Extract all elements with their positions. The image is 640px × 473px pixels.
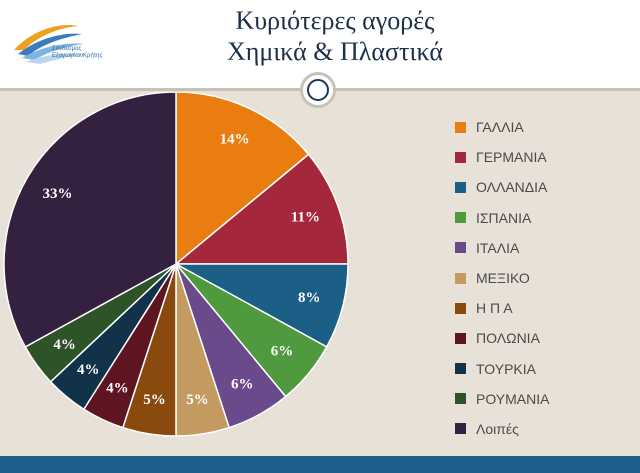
legend-swatch-3 [455,212,466,224]
legend-swatch-8 [455,363,466,375]
footer-bar [0,456,640,473]
pie-chart: 14%11%8%6%6%5%5%4%4%4%33% [3,92,349,437]
legend-label-4: ΙΤΑΛΙΑ [476,239,520,256]
legend-swatch-6 [455,302,466,314]
legend-item-0: ΓΑΛΛΙΑ [455,112,549,142]
pie-value-label-6: 5% [143,392,166,408]
pie-value-label-5: 5% [186,392,209,408]
legend-item-4: ΙΤΑΛΙΑ [455,233,549,263]
legend-swatch-7 [455,332,466,344]
legend-item-3: ΙΣΠΑΝΙΑ [455,203,549,233]
legend-label-3: ΙΣΠΑΝΙΑ [476,209,532,226]
pie-value-labels: 14%11%8%6%6%5%5%4%4%4%33% [43,132,321,408]
logo-icon [14,25,86,64]
legend-swatch-0 [455,121,466,133]
legend-swatch-4 [455,242,466,254]
header-circle-badge [300,72,336,108]
legend-label-1: ΓΕΡΜΑΝΙΑ [476,149,547,166]
legend-swatch-10 [455,423,466,435]
legend-label-9: ΡΟΥΜΑΝΙΑ [476,390,550,407]
legend-item-6: Η Π Α [455,293,549,323]
pie-value-label-9: 4% [53,337,76,353]
legend-item-9: ΡΟΥΜΑΝΙΑ [455,384,549,414]
legend-item-1: ΓΕΡΜΑΝΙΑ [455,142,549,172]
logo-text-line1: Σύνδεσμος [52,46,82,52]
legend-swatch-9 [455,393,466,405]
pie-value-label-10: 33% [43,186,73,202]
pie-value-label-0: 14% [220,132,250,148]
legend-item-10: Λοιπές [455,414,549,444]
chart-legend: ΓΑΛΛΙΑ ΓΕΡΜΑΝΙΑ ΟΛΛΑΝΔΙΑ ΙΣΠΑΝΙΑ ΙΤΑΛΙΑ ΜΕΞΙΚ… [455,112,549,444]
pie-slices [3,92,349,437]
pie-value-label-2: 8% [298,290,321,306]
pie-value-label-4: 6% [231,377,254,393]
pie-slice-1 [173,153,349,265]
legend-item-5: ΜΕΞΙΚΟ [455,263,549,293]
legend-label-7: ΠΟΛΩΝΙΑ [476,330,540,347]
pie-value-label-3: 6% [271,344,294,360]
legend-item-8: ΤΟΥΡΚΙΑ [455,354,549,384]
legend-label-0: ΓΑΛΛΙΑ [476,119,524,136]
legend-swatch-5 [455,272,466,284]
legend-swatch-2 [455,181,466,193]
legend-item-2: ΟΛΛΑΝΔΙΑ [455,172,549,202]
legend-label-10: Λοιπές [476,420,519,437]
pie-value-label-1: 11% [291,209,320,225]
pie-slice-10 [3,92,177,348]
legend-label-8: ΤΟΥΡΚΙΑ [476,360,536,377]
legend-label-2: ΟΛΛΑΝΔΙΑ [476,179,548,196]
logo-text: Σύνδεσμος ΕξαγωγέωνΚρήτης [52,46,102,60]
pie-value-label-7: 4% [106,381,129,397]
pie-value-label-8: 4% [77,362,100,378]
legend-label-5: ΜΕΞΙΚΟ [476,270,530,287]
pie-slice-0 [175,92,310,266]
legend-swatch-1 [455,151,466,163]
circle-icon [307,79,329,101]
legend-label-6: Η Π Α [476,300,513,317]
logo-text-line2: ΕξαγωγέωνΚρήτης [52,53,103,59]
slide-title-line1: Κυριότερες αγορές [235,6,435,35]
legend-item-7: ΠΟΛΩΝΙΑ [455,323,549,353]
slide-title-line2: Χημικά & Πλαστικά [227,37,443,66]
